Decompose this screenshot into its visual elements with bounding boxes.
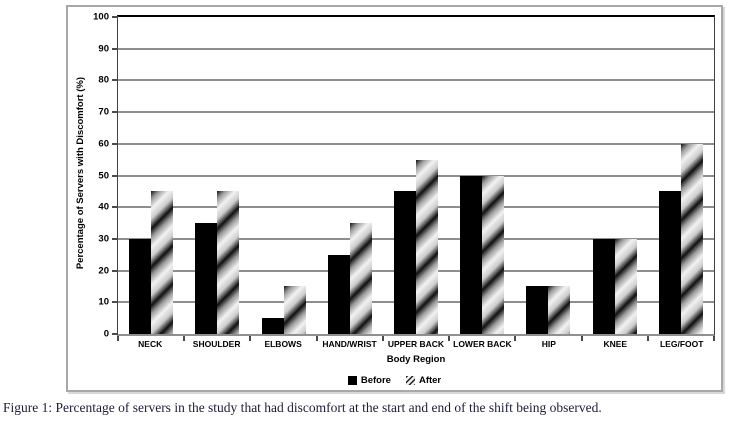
x-tick-2 bbox=[249, 336, 252, 341]
bar-after bbox=[680, 143, 703, 334]
bar-before bbox=[195, 223, 218, 334]
bar-group-knee bbox=[582, 17, 648, 334]
y-tick-30 bbox=[112, 237, 118, 240]
y-tick-70 bbox=[112, 111, 118, 114]
bar-after bbox=[548, 286, 571, 334]
x-category-label: ELBOWS bbox=[264, 339, 302, 349]
gridline-80 bbox=[118, 79, 714, 82]
y-tick-50 bbox=[112, 174, 118, 177]
bar-group-shoulder bbox=[184, 17, 250, 334]
gridline-90 bbox=[118, 47, 714, 50]
bar-before bbox=[327, 254, 350, 334]
y-tick-100 bbox=[112, 16, 118, 18]
bar-after bbox=[482, 175, 505, 334]
y-tick-10 bbox=[112, 301, 118, 304]
legend-item-after: After bbox=[405, 375, 442, 386]
legend-label-after: After bbox=[418, 375, 442, 386]
bar-group-hip bbox=[515, 17, 581, 334]
gridline-60 bbox=[118, 142, 714, 145]
bar-before bbox=[261, 318, 284, 334]
y-tick-label-30: 30 bbox=[98, 233, 109, 245]
y-tick-label-100: 100 bbox=[93, 11, 109, 23]
bar-groups bbox=[118, 17, 714, 334]
x-tick-8 bbox=[646, 336, 649, 341]
bar-before bbox=[460, 175, 483, 334]
x-category-label: LOWER BACK bbox=[453, 339, 512, 349]
x-category-label: SHOULDER bbox=[192, 339, 241, 349]
bar-before bbox=[658, 191, 681, 334]
legend-swatch-before bbox=[347, 376, 357, 385]
figure-caption: Figure 1: Percentage of servers in the s… bbox=[3, 400, 602, 415]
bar-after bbox=[217, 191, 240, 334]
y-tick-60 bbox=[112, 142, 118, 145]
y-tick-label-70: 70 bbox=[98, 106, 109, 118]
x-tick-9 bbox=[713, 336, 715, 341]
plot-area: 0 10 20 30 40 50 60 70 80 90 100 bbox=[93, 12, 715, 341]
x-category-label: HAND/WRIST bbox=[322, 339, 377, 349]
y-tick-80 bbox=[112, 79, 118, 82]
x-category-label: LEG/FOOT bbox=[659, 339, 704, 349]
chart-box: Percentage of Servers with Discomfort (%… bbox=[66, 5, 723, 392]
bar-after bbox=[349, 223, 372, 334]
y-tick-label-20: 20 bbox=[98, 265, 109, 277]
x-category-label: UPPER BACK bbox=[387, 339, 445, 349]
y-tick-label-40: 40 bbox=[98, 201, 109, 213]
y-tick-90 bbox=[112, 47, 118, 50]
x-axis-labels: NECK SHOULDER ELBOWS HAND/WRIST UPPER BACK LO… bbox=[117, 339, 715, 349]
x-tick-0 bbox=[117, 336, 119, 341]
x-category-label: KNEE bbox=[603, 339, 628, 349]
y-tick-label-10: 10 bbox=[98, 296, 109, 308]
legend-item-before: Before bbox=[347, 375, 391, 386]
y-axis-title-text: Percentage of Servers with Discomfort (%… bbox=[74, 77, 86, 270]
y-tick-label-50: 50 bbox=[98, 170, 109, 181]
bar-group-leg-foot bbox=[648, 17, 714, 334]
y-tick-0 bbox=[112, 333, 118, 335]
y-axis-title: Percentage of Servers with Discomfort (%… bbox=[73, 15, 87, 332]
bar-group-hand-wrist bbox=[317, 17, 383, 334]
x-tick-7 bbox=[580, 336, 583, 341]
x-tick-5 bbox=[448, 336, 451, 341]
bar-group-lower-back bbox=[449, 17, 515, 334]
x-tick-6 bbox=[514, 336, 517, 341]
gridline-70 bbox=[118, 111, 714, 114]
x-axis-title: Body Region bbox=[386, 354, 446, 365]
y-tick-20 bbox=[112, 269, 118, 272]
bar-before bbox=[129, 238, 152, 334]
bar-after bbox=[151, 191, 174, 334]
bar-group-elbows bbox=[250, 17, 316, 334]
x-tick-4 bbox=[381, 336, 384, 341]
x-category-label: NECK bbox=[138, 339, 163, 349]
x-tick-1 bbox=[183, 336, 186, 341]
x-tick-3 bbox=[315, 336, 318, 341]
y-tick-40 bbox=[112, 206, 118, 209]
bar-group-neck bbox=[118, 17, 184, 334]
bar-before bbox=[592, 238, 615, 334]
y-tick-label-60: 60 bbox=[98, 138, 109, 150]
legend-swatch-after bbox=[405, 376, 415, 385]
y-tick-label-90: 90 bbox=[98, 43, 109, 55]
x-category-label: HIP bbox=[541, 339, 556, 349]
bar-after bbox=[614, 238, 637, 334]
bar-group-upper-back bbox=[383, 17, 449, 334]
bar-after bbox=[415, 159, 438, 334]
y-tick-label-80: 80 bbox=[98, 74, 109, 86]
bar-before bbox=[526, 286, 549, 334]
legend: Before After bbox=[68, 375, 721, 386]
legend-label-before: Before bbox=[360, 375, 391, 386]
y-tick-label-0: 0 bbox=[103, 328, 109, 340]
bar-after bbox=[283, 286, 306, 334]
bar-before bbox=[393, 191, 416, 334]
